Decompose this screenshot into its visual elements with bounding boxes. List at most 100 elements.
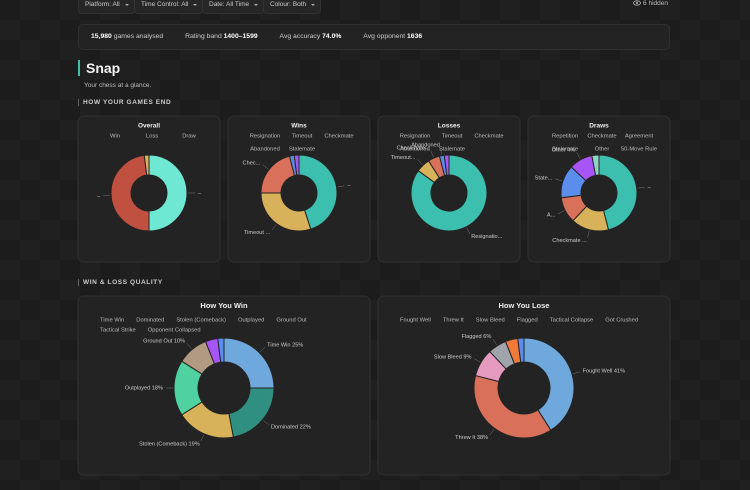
leader-line — [430, 150, 434, 158]
slice — [443, 154, 450, 176]
slice-label: Slow Bleed 9% — [434, 354, 472, 360]
leader-line — [200, 434, 204, 442]
page-title: Snap — [78, 60, 120, 76]
slice-label: Timeout ... — [244, 230, 271, 236]
slice — [598, 154, 638, 231]
leader-line — [271, 224, 277, 231]
leader-line — [557, 210, 565, 215]
stat: Avg accuracy 74.0% — [280, 33, 342, 40]
slice-label: – — [97, 194, 101, 200]
slice-label: Threw It 38% — [455, 435, 488, 441]
legend-item: Checkmate — [587, 134, 616, 140]
legend-item: Slow Bleed — [476, 318, 505, 324]
stat-label: games analysed — [113, 33, 164, 40]
slice — [217, 337, 225, 363]
section-title: WIN & LOSS QUALITY — [78, 279, 163, 286]
leader-line — [262, 164, 269, 170]
legend-item: Other — [595, 147, 610, 153]
legend-item: Draw — [182, 134, 196, 140]
legend-item: Timeout — [442, 134, 463, 140]
legend-item: Stalemate — [289, 147, 315, 153]
stat: Rating band 1400–1599 — [185, 33, 258, 40]
slice-label: Other 4% — [552, 148, 576, 154]
leader-line — [417, 159, 423, 165]
legend-item: Stolen (Comeback) — [176, 318, 226, 324]
legend-item: Win — [110, 134, 120, 140]
legend-item: Loss — [146, 134, 158, 140]
leader-line — [637, 186, 645, 189]
chart-title: Overall — [138, 123, 160, 130]
slice-label: Chec... — [243, 160, 261, 166]
legend-item: Agreement — [625, 134, 654, 140]
chart-title: Wins — [291, 123, 307, 130]
slice-label: – — [198, 190, 202, 196]
leader-line — [555, 178, 562, 182]
slice-label: Checkmate ... — [552, 238, 587, 244]
slice-label: A... — [547, 213, 556, 219]
chart-title: How You Lose — [499, 301, 550, 310]
leader-line — [337, 185, 345, 188]
slice — [473, 374, 552, 439]
stat-label: Avg accuracy — [279, 33, 321, 40]
filter[interactable]: Colour: Both — [263, 0, 322, 14]
hidden-toggle[interactable]: 6 hidden — [633, 0, 668, 7]
stat-value: 15,980 — [91, 33, 112, 40]
card — [527, 115, 671, 263]
legend-item: Abandoned — [250, 147, 280, 153]
card — [377, 115, 521, 263]
legend-item: Opponent Collapsed — [148, 328, 201, 334]
legend-item: Repetition — [552, 134, 578, 140]
legend-item: Stalemate — [439, 147, 465, 153]
leader-line — [572, 371, 580, 375]
hidden-label: hidden — [648, 0, 668, 7]
page-subtitle: Your chess at a glance. — [84, 82, 152, 89]
slice — [410, 154, 488, 232]
legend-item: Checkmate — [324, 134, 353, 140]
leader-line — [186, 343, 192, 349]
stat: 15,980 games analysed — [91, 33, 163, 40]
legend-item: Fought Well — [400, 318, 431, 324]
leader-line — [466, 227, 471, 235]
legend-item: Tactical Collapse — [550, 318, 594, 324]
legend-item: Time Win — [100, 318, 124, 324]
card — [227, 115, 371, 263]
slice-label: Flagged 6% — [461, 334, 491, 340]
slice — [148, 154, 188, 232]
slice — [298, 154, 338, 230]
legend-item: Stalemate — [552, 147, 578, 153]
slice-label: Abandoned — [411, 142, 440, 148]
stat-value: 74.0% — [322, 33, 342, 40]
legend-item: Tactical Strike — [100, 328, 136, 334]
legend-item: Flagged — [517, 318, 538, 324]
legend-item: Got Crushed — [605, 318, 638, 324]
leader-line — [440, 147, 442, 155]
legend-item: 50-Move Rule — [621, 147, 657, 153]
slice-label: Timeout... — [391, 155, 416, 161]
chart-title: How You Win — [200, 301, 248, 310]
slice — [591, 154, 600, 176]
stat-value: 1636 — [407, 33, 423, 40]
section-title: HOW YOUR GAMES END — [78, 99, 171, 106]
legend-item: Timeout — [292, 134, 313, 140]
slice — [110, 154, 150, 232]
slice — [517, 337, 525, 363]
slice-label: Ground Out 10% — [143, 338, 185, 344]
hidden-count: 6 — [643, 0, 647, 7]
legend-item: Checkmate — [474, 134, 503, 140]
legend-item: Ground Out — [276, 318, 307, 324]
card — [77, 295, 371, 476]
slice-label: Checkmate... — [397, 146, 430, 152]
legend-item: Abandoned — [400, 147, 430, 153]
slice-label: State... — [535, 175, 553, 181]
slice-label: Outplayed 18% — [125, 385, 163, 391]
leader-line — [473, 358, 481, 363]
stat: Avg opponent 1636 — [363, 33, 422, 40]
legend-item: Resignation — [250, 134, 281, 140]
stats-bar: 15,980 games analysed Rating band 1400–1… — [78, 24, 670, 50]
leader-line — [492, 338, 497, 346]
legend-item: Threw It — [443, 318, 464, 324]
slice-label: Dominated 22% — [271, 424, 311, 430]
slice-label: Stolen (Comeback) 19% — [139, 441, 200, 447]
